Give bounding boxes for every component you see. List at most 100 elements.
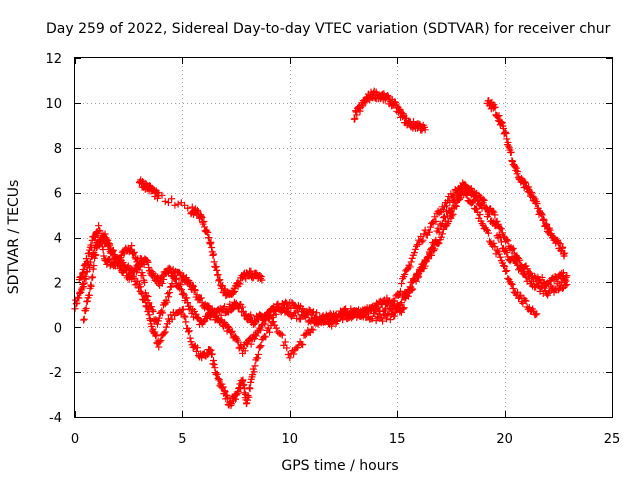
data-point — [175, 279, 183, 287]
y-axis-label: SDTVAR / TECUs — [6, 180, 22, 295]
data-point — [161, 328, 169, 336]
data-point — [89, 265, 97, 273]
data-point — [105, 240, 113, 248]
data-point — [397, 299, 405, 307]
data-point — [206, 240, 214, 248]
data-point — [491, 211, 499, 219]
data-point — [419, 236, 427, 244]
data-point — [130, 248, 138, 256]
data-point — [525, 275, 533, 283]
data-point — [83, 267, 91, 275]
data-point — [411, 245, 419, 253]
data-point — [482, 205, 490, 213]
data-point — [88, 244, 96, 252]
data-point — [178, 286, 186, 294]
data-point — [208, 244, 216, 252]
data-point — [215, 376, 223, 384]
data-point — [254, 350, 262, 358]
data-point — [431, 245, 439, 253]
data-point — [115, 258, 123, 266]
data-point — [558, 244, 566, 252]
data-point — [410, 249, 418, 257]
data-point — [179, 289, 187, 297]
data-point — [144, 258, 152, 266]
data-point — [221, 388, 229, 396]
data-point — [184, 299, 192, 307]
data-point — [244, 392, 252, 400]
data-point — [252, 332, 260, 340]
data-point — [399, 305, 407, 313]
data-point — [463, 191, 471, 199]
data-point — [141, 278, 149, 286]
y-tick-label: -4 — [49, 411, 62, 426]
data-point — [96, 227, 104, 235]
data-point — [129, 249, 137, 257]
data-point — [210, 356, 218, 364]
data-point — [191, 286, 199, 294]
data-point — [72, 300, 80, 308]
data-point — [213, 370, 221, 378]
data-point — [308, 325, 316, 333]
data-point — [539, 215, 547, 223]
data-point — [522, 297, 530, 305]
data-point — [161, 300, 169, 308]
data-point — [437, 233, 445, 241]
data-point — [245, 384, 253, 392]
data-point — [136, 262, 144, 270]
data-point — [180, 312, 188, 320]
data-point — [294, 308, 302, 316]
data-point — [247, 340, 255, 348]
data-point — [155, 314, 163, 322]
data-point — [83, 297, 91, 305]
data-point — [152, 331, 160, 339]
data-point — [404, 292, 412, 300]
data-point — [348, 314, 356, 322]
data-point — [462, 182, 470, 190]
data-point — [82, 275, 90, 283]
data-point — [397, 308, 405, 316]
data-point — [397, 280, 405, 288]
x-tick-label: 5 — [178, 432, 186, 447]
data-point — [189, 281, 197, 289]
data-point — [143, 303, 151, 311]
data-point — [251, 362, 259, 370]
data-point — [448, 212, 456, 220]
data-point — [239, 303, 247, 311]
data-point — [543, 221, 551, 229]
data-point — [208, 350, 216, 358]
data-point — [85, 249, 93, 257]
data-point — [359, 102, 367, 110]
data-point — [258, 276, 266, 284]
data-point — [182, 318, 190, 326]
data-point — [521, 296, 529, 304]
data-point — [421, 126, 429, 134]
data-point — [92, 251, 100, 259]
data-point — [159, 309, 167, 317]
data-point — [117, 263, 125, 271]
data-point — [353, 111, 361, 119]
data-point — [352, 108, 360, 116]
y-tick-label: 10 — [45, 97, 62, 112]
data-point — [434, 240, 442, 248]
data-point — [231, 395, 239, 403]
plot-frame — [74, 57, 613, 418]
data-point — [391, 297, 399, 305]
data-point — [396, 287, 404, 295]
data-point — [271, 307, 279, 315]
data-point — [486, 210, 494, 218]
data-point — [139, 272, 147, 280]
data-point — [224, 322, 232, 330]
data-point — [559, 243, 567, 251]
y-tick-label: 6 — [54, 187, 62, 202]
data-point — [395, 290, 403, 298]
data-point — [528, 189, 536, 197]
data-point — [137, 283, 145, 291]
data-point — [503, 267, 511, 275]
data-point — [189, 282, 197, 290]
data-point — [227, 328, 235, 336]
data-point — [178, 290, 186, 298]
data-point — [468, 188, 476, 196]
data-point — [212, 263, 220, 271]
data-point — [251, 319, 259, 327]
data-point — [372, 88, 380, 96]
